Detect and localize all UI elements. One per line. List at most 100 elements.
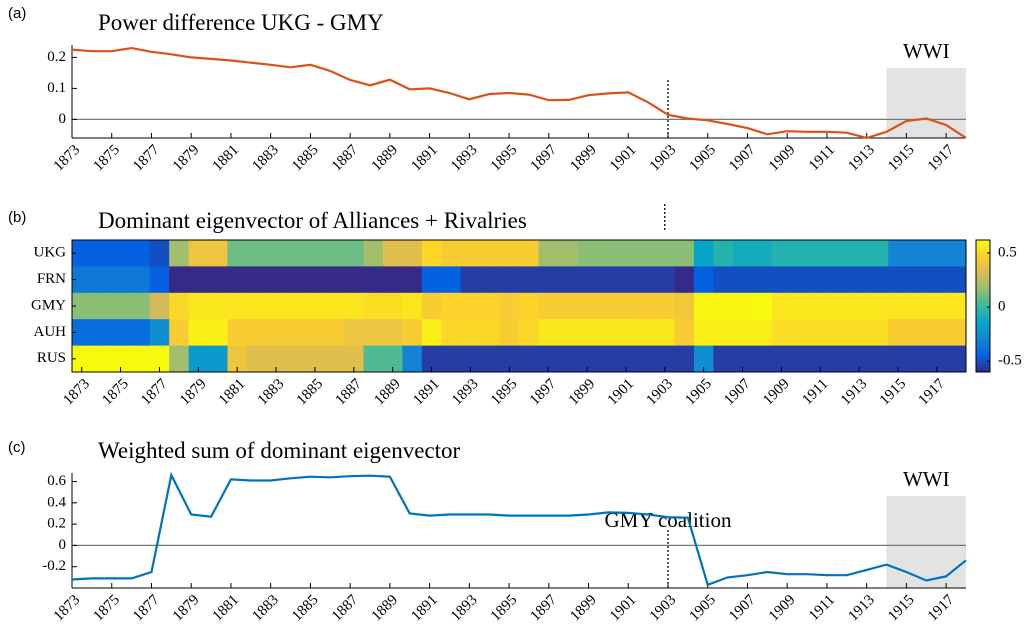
heat-cell: [849, 319, 870, 347]
heat-cell: [344, 319, 365, 347]
x-tick-label: 1887: [329, 592, 362, 625]
heat-cell: [655, 240, 675, 267]
x-tick-label: 1883: [249, 142, 282, 175]
heat-cell: [829, 345, 850, 373]
row-label: AUH: [34, 324, 67, 340]
x-tick-label: 1889: [369, 142, 402, 175]
x-tick-label: 1889: [371, 376, 404, 409]
heat-cell: [402, 319, 423, 347]
heat-cell: [305, 292, 326, 320]
x-tick-label: 1897: [527, 376, 560, 409]
heat-cell: [616, 345, 637, 373]
heat-cell: [888, 345, 909, 373]
heat-cell: [596, 319, 617, 347]
x-tick-label: 1891: [408, 592, 441, 625]
heat-cell: [344, 240, 365, 267]
x-tick-label: 1909: [760, 376, 793, 409]
x-tick-label: 1887: [333, 376, 366, 409]
heat-cell: [616, 292, 637, 320]
heat-cell: [324, 292, 345, 320]
heat-cell: [169, 266, 190, 294]
heat-cell: [363, 292, 384, 320]
x-tick-label: 1873: [51, 142, 84, 175]
heat-cell: [849, 292, 870, 320]
x-tick-label: 1905: [686, 142, 719, 175]
heat-cell: [888, 319, 909, 347]
heat-cell: [557, 345, 578, 373]
heat-cell: [577, 292, 598, 320]
y-tick-label: -0.2: [42, 558, 66, 574]
heat-cell: [421, 240, 442, 267]
heat-cell: [344, 345, 365, 373]
heat-cell: [285, 266, 306, 294]
heat-cell: [713, 292, 734, 320]
x-tick-label: 1899: [567, 142, 600, 175]
heat-cell: [557, 319, 578, 347]
heat-cell: [771, 292, 792, 320]
heat-cell: [538, 292, 559, 320]
heat-cell: [480, 345, 501, 373]
heat-cell: [810, 240, 831, 267]
heat-cell: [557, 266, 578, 294]
heat-cell: [752, 319, 773, 347]
heat-cell: [868, 292, 889, 320]
colorbar: [975, 239, 991, 373]
heat-cell: [227, 345, 248, 373]
annotation: GMY coalition: [605, 508, 732, 532]
heat-cell: [285, 292, 306, 320]
heat-cell: [732, 266, 753, 294]
heat-cell: [674, 240, 695, 267]
heat-cell: [227, 266, 248, 294]
heat-cell: [421, 319, 442, 347]
panel-label: (a): [8, 5, 26, 22]
heat-cell: [246, 319, 267, 347]
heat-cell: [771, 345, 792, 373]
heat-cell: [693, 240, 714, 267]
x-tick-label: 1881: [210, 142, 243, 175]
heat-cell: [266, 345, 287, 373]
heat-cell: [655, 292, 675, 320]
x-tick-label: 1875: [99, 376, 132, 409]
heat-cell: [402, 345, 423, 373]
heat-cell: [519, 292, 539, 320]
row-label: FRN: [37, 271, 66, 287]
heat-cell: [499, 345, 520, 373]
heat-cell: [596, 292, 617, 320]
heat-cell: [829, 240, 850, 267]
heat-cell: [713, 240, 734, 267]
heat-cell: [460, 345, 481, 373]
heat-cell: [402, 240, 423, 267]
heat-cell: [927, 266, 948, 294]
x-tick-label: 1915: [885, 592, 918, 625]
panel-label: (b): [8, 209, 26, 226]
x-tick-label: 1885: [294, 376, 327, 409]
heat-cell: [188, 240, 209, 267]
x-tick-label: 1875: [90, 142, 123, 175]
heat-cell: [246, 292, 267, 320]
row-label: UKG: [34, 245, 67, 261]
heat-cell: [693, 319, 714, 347]
heat-cell: [110, 319, 131, 347]
heat-cell: [946, 292, 967, 320]
heat-cell: [169, 292, 190, 320]
x-tick-label: 1879: [177, 376, 210, 409]
chart-title: Weighted sum of dominant eigenvector: [98, 438, 461, 463]
heat-cell: [130, 240, 151, 267]
heat-cell: [91, 319, 112, 347]
heat-cell: [324, 345, 345, 373]
x-tick-label: 1881: [216, 376, 249, 409]
x-tick-label: 1899: [567, 592, 600, 625]
x-tick-label: 1877: [130, 142, 163, 175]
heat-cell: [946, 345, 967, 373]
x-tick-label: 1915: [877, 376, 910, 409]
heat-cell: [771, 266, 792, 294]
heat-cell: [616, 319, 637, 347]
heat-cell: [246, 240, 267, 267]
panel-label: (c): [8, 439, 26, 456]
heat-cell: [927, 240, 948, 267]
heat-cell: [305, 240, 326, 267]
heat-cell: [402, 292, 423, 320]
heat-cell: [927, 292, 948, 320]
heat-cell: [519, 240, 539, 267]
